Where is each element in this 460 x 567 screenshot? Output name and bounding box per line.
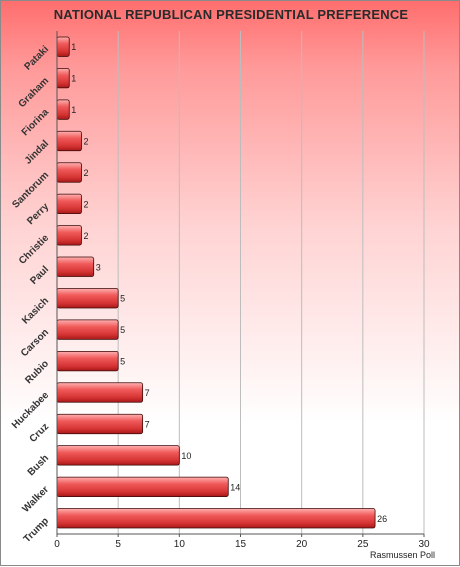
category-label: Kasich bbox=[20, 296, 51, 327]
data-label: 7 bbox=[145, 419, 150, 429]
bar-fiorina bbox=[56, 99, 70, 120]
data-label: 5 bbox=[120, 357, 125, 367]
data-label: 2 bbox=[83, 199, 88, 209]
data-label: 1 bbox=[71, 105, 76, 115]
x-tick-label: 30 bbox=[418, 539, 430, 550]
category-label: Christie bbox=[17, 232, 51, 266]
data-label: 2 bbox=[83, 231, 88, 241]
bar-santorum bbox=[56, 162, 82, 183]
x-tick-label: 0 bbox=[54, 539, 60, 550]
x-axis: 0 5 10 15 20 25 30 bbox=[54, 31, 430, 550]
bar-cruz bbox=[56, 413, 144, 435]
x-tick-label: 5 bbox=[115, 539, 121, 550]
category-label: Carson bbox=[19, 327, 51, 359]
bar-perry bbox=[56, 193, 82, 215]
bar-carson bbox=[56, 319, 119, 340]
x-tick-label: 25 bbox=[357, 539, 369, 550]
data-label: 7 bbox=[145, 388, 150, 398]
data-label: 14 bbox=[230, 482, 240, 492]
bar-paul bbox=[56, 256, 95, 277]
category-label: Paul bbox=[28, 264, 51, 287]
x-tick-label: 20 bbox=[296, 539, 308, 550]
category-label: Bush bbox=[26, 453, 51, 478]
source-note: Rasmussen Poll bbox=[369, 550, 435, 560]
bar-graham bbox=[56, 68, 70, 89]
bar-rubio bbox=[56, 350, 119, 372]
bar-jindal bbox=[56, 130, 82, 152]
data-label: 2 bbox=[83, 137, 88, 147]
data-label: 2 bbox=[83, 168, 88, 178]
x-tick-label: 10 bbox=[174, 539, 186, 550]
category-label: Fiorina bbox=[20, 107, 52, 139]
data-label: 10 bbox=[181, 451, 191, 461]
category-label: Rubio bbox=[23, 358, 51, 386]
category-label: Walker bbox=[20, 484, 51, 515]
category-label: Graham bbox=[17, 75, 52, 110]
data-label: 3 bbox=[96, 262, 101, 272]
bar-pataki bbox=[56, 36, 70, 57]
category-label: Pataki bbox=[23, 44, 52, 73]
bar-trump bbox=[56, 508, 376, 529]
bar-christie bbox=[56, 225, 82, 246]
bar-huckabee bbox=[56, 382, 144, 403]
category-label: Cruz bbox=[28, 421, 52, 445]
bars: 1 1 1 2 2 2 2 3 5 5 5 7 7 10 14 26 bbox=[56, 36, 387, 529]
category-label: Trump bbox=[22, 516, 51, 545]
data-label: 5 bbox=[120, 325, 125, 335]
category-label: Perry bbox=[25, 201, 51, 227]
data-label: 1 bbox=[71, 74, 76, 84]
x-tick-label: 15 bbox=[235, 539, 247, 550]
data-label: 1 bbox=[71, 42, 76, 52]
data-label: 5 bbox=[120, 294, 125, 304]
bar-kasich bbox=[56, 288, 119, 309]
data-label: 26 bbox=[377, 514, 387, 524]
bar-bush bbox=[56, 445, 180, 466]
category-label: Jindal bbox=[23, 138, 51, 166]
chart-title: NATIONAL REPUBLICAN PRESIDENTIAL PREFERE… bbox=[53, 7, 409, 22]
bar-walker bbox=[56, 476, 229, 497]
category-labels: PatakiGrahamFiorinaJindalSantorumPerryCh… bbox=[10, 44, 51, 545]
